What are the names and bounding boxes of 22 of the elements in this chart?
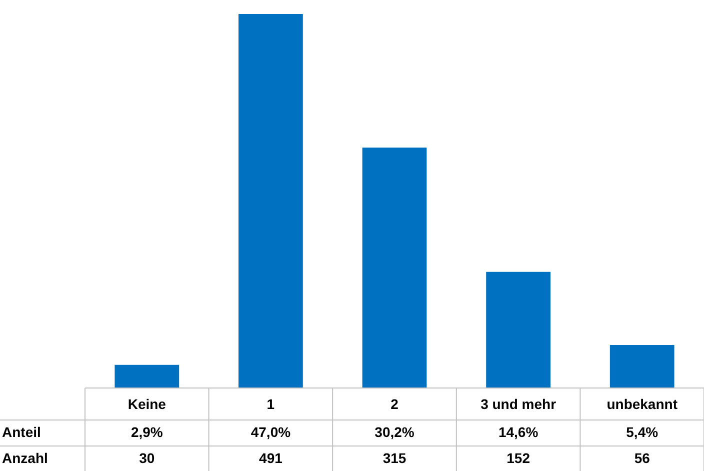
x-tick-label: unbekannt — [606, 396, 678, 412]
bar — [238, 14, 303, 388]
text: 315 — [382, 450, 406, 466]
text: Anteil — [2, 424, 41, 440]
bar — [610, 345, 674, 388]
data-label: 2,9% — [130, 424, 164, 440]
data-label: 47,0% — [250, 424, 292, 440]
text: 152 — [506, 450, 530, 466]
x-tick-label: Keine — [128, 396, 166, 412]
data-label: 30,2% — [374, 424, 415, 440]
text: 56 — [634, 450, 650, 466]
bar — [486, 272, 550, 388]
data-label: 14,6% — [498, 424, 539, 440]
x-tick-label: 2 — [390, 396, 399, 412]
bar — [362, 148, 427, 388]
text: 491 — [259, 450, 283, 466]
x-tick-label: 3 und mehr — [480, 396, 557, 412]
x-tick-label: 1 — [266, 396, 275, 412]
bar — [114, 364, 180, 388]
data-label: 5,4% — [626, 424, 659, 440]
text: 30 — [139, 450, 155, 466]
text: Anzahl — [2, 450, 48, 466]
